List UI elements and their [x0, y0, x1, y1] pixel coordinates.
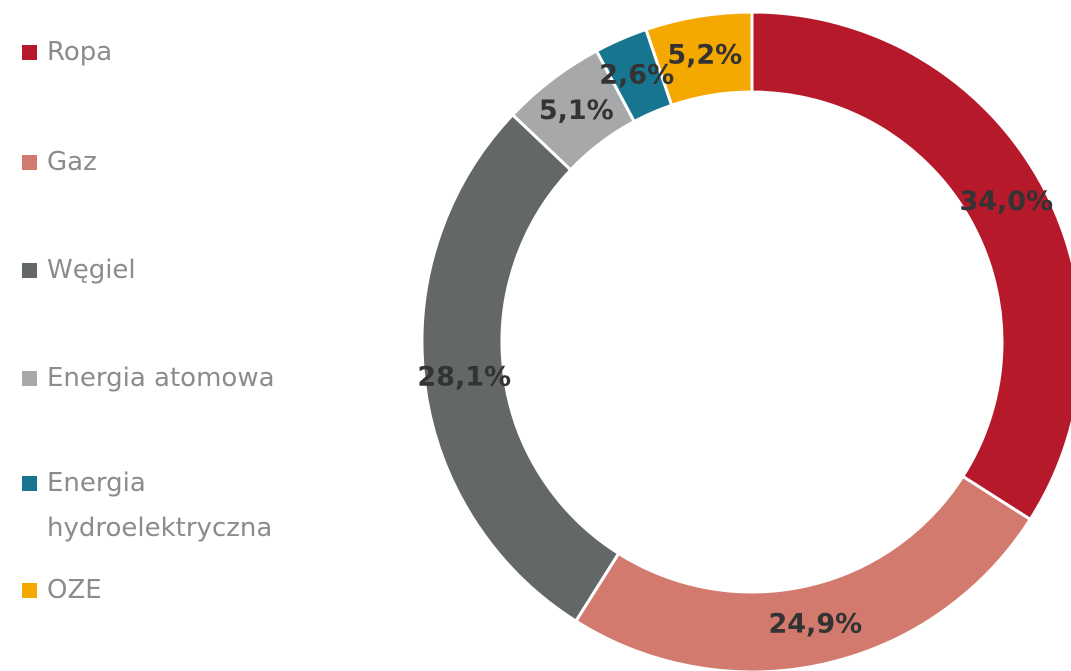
legend-swatch: [22, 371, 37, 386]
donut-segment: [750, 10, 1071, 522]
legend-label: Energia atomowa: [47, 363, 275, 393]
donut-segment: [644, 10, 754, 108]
legend-label: Gaz: [47, 147, 97, 177]
legend-item: Gaz: [22, 140, 322, 185]
legend-swatch: [22, 45, 37, 60]
data-label: 28,1%: [417, 361, 511, 392]
legend-label: Węgiel: [47, 255, 136, 285]
legend-label: Energia hydroelektryczna: [47, 468, 273, 543]
legend-item: Węgiel: [22, 248, 322, 293]
data-label: 5,1%: [539, 95, 614, 126]
legend-item: OZE: [22, 568, 322, 613]
legend-swatch: [22, 155, 37, 170]
data-label: 2,6%: [599, 59, 674, 90]
legend-swatch: [22, 583, 37, 598]
legend-label: Ropa: [47, 37, 113, 67]
legend-swatch: [22, 263, 37, 278]
legend-item: Ropa: [22, 30, 322, 75]
legend-label: OZE: [47, 575, 102, 605]
legend-swatch: [22, 476, 37, 491]
donut-segment: [420, 112, 621, 624]
donut-segment: [573, 474, 1033, 671]
data-label: 24,9%: [768, 609, 862, 640]
legend-item: Energia atomowa: [22, 356, 322, 401]
legend-item: Energia hydroelektryczna: [22, 461, 322, 551]
data-label: 5,2%: [667, 39, 742, 70]
data-label: 34,0%: [959, 186, 1053, 217]
